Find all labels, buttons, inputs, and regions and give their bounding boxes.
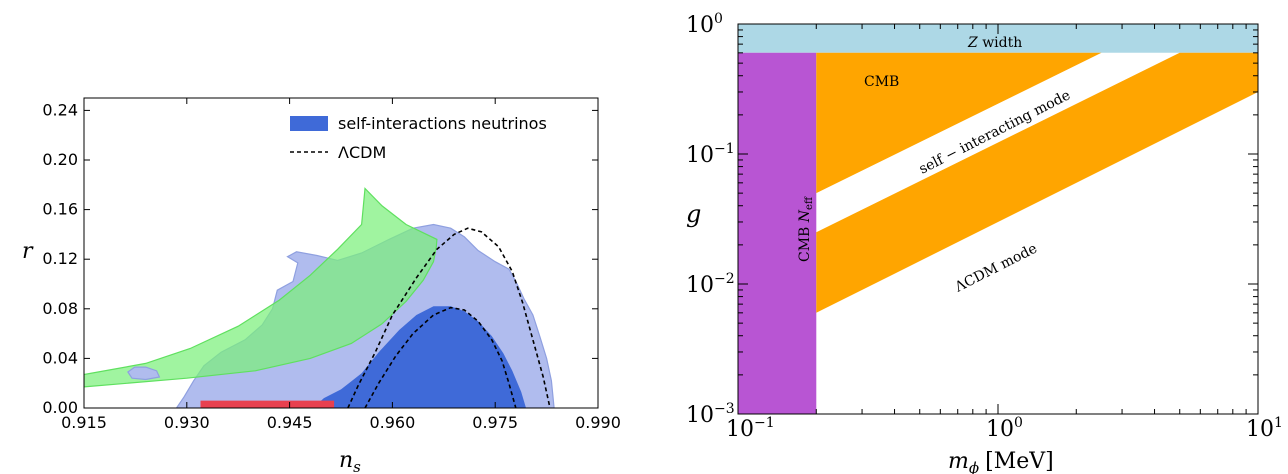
left-region-2 bbox=[84, 187, 438, 388]
left-xlabel: ns bbox=[339, 448, 361, 474]
left-xtick-label: 0.930 bbox=[164, 413, 210, 432]
left-ytick-label: 0.08 bbox=[42, 299, 78, 318]
left-region-3 bbox=[200, 400, 335, 408]
right-regions bbox=[738, 24, 1258, 414]
right-ylabel: g bbox=[686, 200, 701, 228]
lcdm-contour-0 bbox=[347, 227, 551, 408]
right-chart: 10−1 100 101 10−3 10−2 10−1 100 Z width CMB CM… bbox=[686, 11, 1283, 474]
cmb-neff-band bbox=[738, 52, 817, 414]
left-legend: self-interactions neutrinos ΛCDM bbox=[290, 114, 547, 162]
left-ytick-label: 0.24 bbox=[42, 100, 78, 119]
right-ytick-label: 10−1 bbox=[686, 141, 735, 168]
right-xlabel: mϕ [MeV] bbox=[948, 449, 1054, 474]
left-dashed-lines bbox=[347, 227, 551, 408]
left-ytick-label: 0.00 bbox=[42, 398, 78, 417]
left-plot-frame bbox=[83, 97, 599, 409]
left-region-4 bbox=[127, 366, 161, 381]
left-chart: 0.915 0.930 0.945 0.960 0.975 0.990 0.00 0.04 0.… bbox=[22, 97, 621, 474]
left-regions bbox=[84, 187, 555, 408]
left-ylabel: r bbox=[22, 239, 34, 264]
left-ytick-label: 0.04 bbox=[42, 348, 78, 367]
left-region-1 bbox=[312, 306, 526, 408]
legend-swatch-self-interactions bbox=[290, 116, 328, 131]
left-ytick-label: 0.16 bbox=[42, 200, 78, 219]
legend-label-lcdm: ΛCDM bbox=[338, 143, 386, 162]
right-ticks: 10−1 100 101 10−3 10−2 10−1 100 bbox=[686, 11, 1283, 442]
lcdm-mode-band bbox=[816, 52, 1258, 313]
right-xtick-label: 100 bbox=[986, 415, 1023, 442]
legend-label-self-interactions: self-interactions neutrinos bbox=[338, 114, 547, 133]
z-width-band bbox=[738, 24, 1258, 53]
right-ytick-label: 100 bbox=[686, 11, 723, 38]
cmb-band bbox=[816, 52, 1102, 194]
lcdm-contour-1 bbox=[364, 306, 517, 408]
left-xtick-label: 0.975 bbox=[472, 413, 518, 432]
right-ytick-label: 10−3 bbox=[686, 401, 735, 428]
left-ticks: 0.915 0.930 0.945 0.960 0.975 0.990 0.00 0.04 0.… bbox=[42, 98, 621, 432]
left-xtick-label: 0.960 bbox=[369, 413, 415, 432]
left-ytick-label: 0.20 bbox=[42, 150, 78, 169]
left-xtick-label: 0.990 bbox=[575, 413, 621, 432]
z-width-label: Z width bbox=[967, 35, 1022, 51]
right-ytick-label: 10−2 bbox=[686, 271, 735, 298]
cmb-region-label: CMB bbox=[864, 74, 899, 90]
left-ytick-label: 0.12 bbox=[42, 249, 78, 268]
left-xtick-label: 0.915 bbox=[61, 413, 107, 432]
right-xtick-label: 101 bbox=[1246, 415, 1283, 442]
cmb-neff-label: CMB Neff bbox=[797, 196, 815, 262]
left-xtick-label: 0.945 bbox=[267, 413, 313, 432]
right-xtick-label: 10−1 bbox=[726, 415, 775, 442]
